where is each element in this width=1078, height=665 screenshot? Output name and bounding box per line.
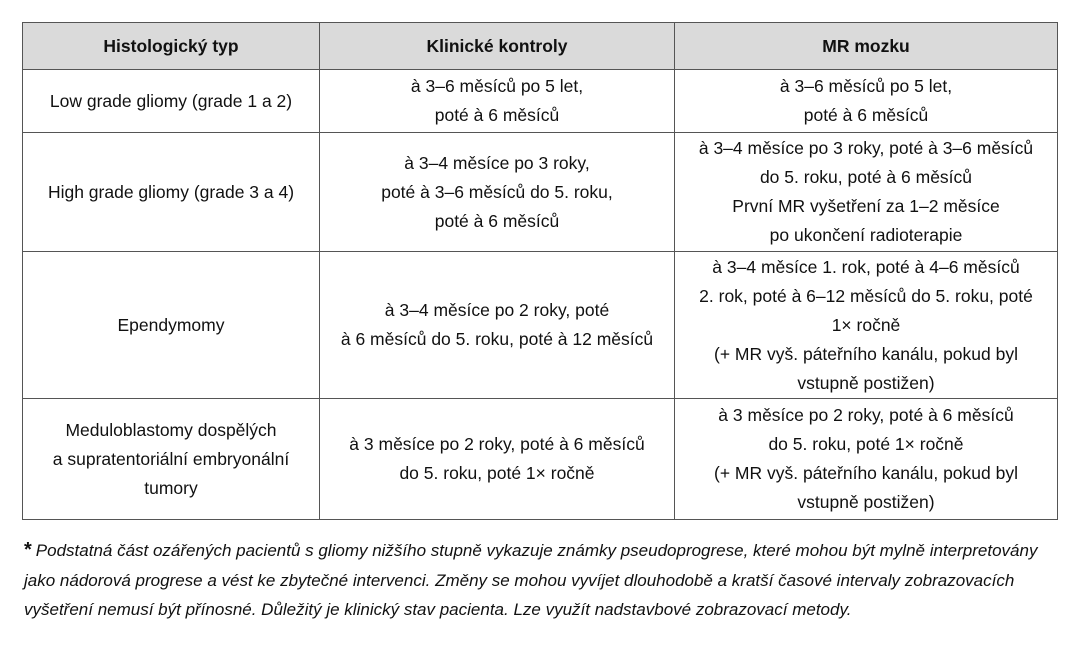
cell-line: tumory bbox=[144, 477, 198, 498]
cell-line: poté à 6 měsíců bbox=[434, 105, 560, 125]
cell-line: High grade gliomy (grade 3 a 4) bbox=[47, 181, 295, 202]
cell-line: à 3–4 měsíce po 3 roky, poté à 3–6 měsíc… bbox=[698, 138, 1034, 158]
cell-line: à 3 měsíce po 2 roky, poté à 6 měsíců bbox=[718, 405, 1014, 425]
cell-line: à 3–6 měsíců po 5 let, bbox=[410, 76, 584, 96]
header-clinical-checks: Klinické kontroly bbox=[319, 22, 675, 70]
cell-line: à 3 měsíce po 2 roky, poté à 6 měsíců bbox=[349, 434, 645, 454]
table-header-row: Histologický typ Klinické kontroly MR mo… bbox=[22, 22, 1058, 70]
cell-line: (+ MR vyš. páteřního kanálu, pokud byl bbox=[714, 463, 1018, 483]
cell-clinical-checks: à 3–4 měsíce po 2 roky, poté à 6 měsíců d… bbox=[319, 251, 675, 399]
cell-line: poté à 6 měsíců bbox=[434, 210, 560, 231]
cell-line: poté à 6 měsíců bbox=[803, 105, 929, 125]
cell-line: První MR vyšetření za 1–2 měsíce bbox=[732, 196, 1000, 216]
cell-line: à 3–4 měsíce 1. rok, poté à 4–6 měsíců bbox=[712, 256, 1020, 277]
cell-line: (+ MR vyš. páteřního kanálu, pokud byl bbox=[714, 343, 1018, 364]
header-histologic-type: Histologický typ bbox=[22, 22, 320, 70]
cell-line: poté à 3–6 měsíců do 5. roku, bbox=[381, 181, 613, 202]
cell-brain-mri: à 3–4 měsíce po 3 roky, poté à 3–6 měsíc… bbox=[674, 132, 1058, 252]
cell-brain-mri: à 3 měsíce po 2 roky, poté à 6 měsíců do … bbox=[674, 398, 1058, 520]
cell-brain-mri: à 3–6 měsíců po 5 let, poté à 6 měsíců bbox=[674, 69, 1058, 133]
cell-line: vstupně postižen) bbox=[797, 372, 935, 393]
cell-clinical-checks: à 3 měsíce po 2 roky, poté à 6 měsíců do … bbox=[319, 398, 675, 520]
footnote-text: Podstatná část ozářených pacientů s glio… bbox=[24, 541, 1038, 619]
footnote-marker: * bbox=[24, 539, 32, 561]
cell-line: à 6 měsíců do 5. roku, poté à 12 měsíců bbox=[340, 329, 654, 349]
cell-line: do 5. roku, poté 1× ročně bbox=[768, 434, 964, 454]
cell-line: 2. rok, poté à 6–12 měsíců do 5. roku, p… bbox=[699, 285, 1033, 306]
cell-line: Ependymomy bbox=[117, 314, 225, 335]
table-row: High grade gliomy (grade 3 a 4) à 3–4 měs… bbox=[22, 132, 1058, 252]
table-row: Low grade gliomy (grade 1 a 2) à 3–6 měsí… bbox=[22, 69, 1058, 133]
follow-up-table: Histologický typ Klinické kontroly MR mo… bbox=[22, 22, 1058, 520]
table-row: Meduloblastomy dospělých a supratentoriál… bbox=[22, 398, 1058, 520]
cell-clinical-checks: à 3–6 měsíců po 5 let, poté à 6 měsíců bbox=[319, 69, 675, 133]
cell-line: do 5. roku, poté 1× ročně bbox=[399, 463, 595, 483]
cell-line: 1× ročně bbox=[831, 314, 901, 335]
header-brain-mri: MR mozku bbox=[674, 22, 1058, 70]
cell-histologic-type: Ependymomy bbox=[22, 251, 320, 399]
cell-line: Meduloblastomy dospělých bbox=[65, 419, 277, 440]
table-row: Ependymomy à 3–4 měsíce po 2 roky, poté à … bbox=[22, 251, 1058, 399]
cell-brain-mri: à 3–4 měsíce 1. rok, poté à 4–6 měsíců 2.… bbox=[674, 251, 1058, 399]
cell-line: à 3–4 měsíce po 3 roky, bbox=[404, 152, 590, 173]
cell-line: à 3–4 měsíce po 2 roky, poté bbox=[384, 300, 610, 320]
cell-line: à 3–6 měsíců po 5 let, bbox=[779, 76, 953, 96]
cell-histologic-type: Low grade gliomy (grade 1 a 2) bbox=[22, 69, 320, 133]
cell-histologic-type: Meduloblastomy dospělých a supratentoriál… bbox=[22, 398, 320, 520]
cell-line: vstupně postižen) bbox=[797, 492, 935, 512]
cell-line: po ukončení radioterapie bbox=[769, 225, 963, 245]
cell-histologic-type: High grade gliomy (grade 3 a 4) bbox=[22, 132, 320, 252]
cell-line: a supratentoriální embryonální bbox=[52, 448, 290, 469]
footnote: * Podstatná část ozářených pacientů s gli… bbox=[24, 536, 1064, 625]
cell-line: Low grade gliomy (grade 1 a 2) bbox=[49, 90, 293, 111]
cell-line: do 5. roku, poté à 6 měsíců bbox=[759, 167, 973, 187]
cell-clinical-checks: à 3–4 měsíce po 3 roky, poté à 3–6 měsíců… bbox=[319, 132, 675, 252]
